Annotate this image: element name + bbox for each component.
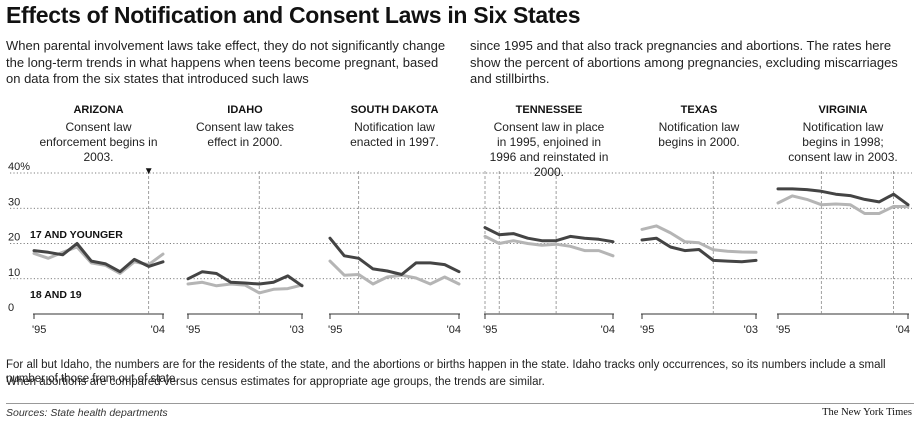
panel-title-tennessee: TENNESSEE [516, 104, 583, 116]
footnote-residency: For all but Idaho, the numbers are for t… [6, 359, 886, 385]
panel-note-tennessee: 2000. [534, 165, 564, 179]
panel-note-tennessee: Consent law in place [494, 120, 605, 134]
panel-note-tennessee: 1996 and reinstated in [490, 150, 609, 164]
x-tick-label-tennessee: '04 [601, 324, 615, 336]
y-tick-label: 40% [8, 161, 30, 173]
law-marker-arizona: ▼ [144, 166, 154, 177]
x-tick-label-texas: '95 [640, 324, 654, 336]
panel-note-virginia: begins in 1998; [802, 135, 883, 149]
series-line-texas-18-and-19 [640, 224, 758, 254]
intro-text-right: since 1995 and that also track pregnanci… [470, 38, 898, 86]
series-line-arizona-18-and-19 [32, 245, 165, 275]
x-tick-label-tennessee: '95 [483, 324, 497, 336]
y-tick-label: 20 [8, 232, 20, 244]
series-line-tennessee-17-and-younger [483, 226, 615, 244]
panel-note-virginia: Notification law [803, 120, 884, 134]
x-tick-label-arizona: '04 [151, 324, 165, 336]
series-line-virginia-18-and-19 [776, 194, 910, 215]
x-tick-label-idaho: '95 [186, 324, 200, 336]
panel-title-texas: TEXAS [681, 104, 718, 116]
series-line-tennessee-18-and-19 [483, 234, 615, 258]
panel-title-south-dakota: SOUTH DAKOTA [351, 104, 439, 116]
series-line-arizona-17-and-younger [32, 242, 165, 274]
panel-title-idaho: IDAHO [227, 104, 263, 116]
y-tick-label: 0 [8, 302, 14, 314]
credit-line: The New York Times [822, 407, 912, 418]
x-tick-label-virginia: '04 [896, 324, 910, 336]
panel-note-idaho: Consent law takes [196, 120, 294, 134]
series-line-texas-17-and-younger [640, 236, 758, 264]
series-line-south-dakota-17-and-younger [328, 236, 461, 276]
series-line-virginia-17-and-younger [776, 187, 910, 207]
intro-text-left: When parental involvement laws take effe… [6, 38, 446, 86]
panel-note-arizona: 2003. [83, 150, 113, 164]
footnote-census: When abortions are compared versus censu… [6, 376, 545, 388]
source-note: Sources: State health departments [6, 407, 168, 419]
panel-note-virginia: consent law in 2003. [788, 150, 897, 164]
series-label-18-and-19: 18 AND 19 [30, 289, 82, 301]
panel-note-idaho: effect in 2000. [207, 135, 282, 149]
small-multiples-chart: 0 10 20 30 40% ARIZONA Consent lawenforcement … [8, 104, 912, 336]
x-tick-label-arizona: '95 [32, 324, 46, 336]
panel-note-texas: begins in 2000. [658, 135, 739, 149]
page-title: Effects of Notification and Consent Laws… [6, 2, 581, 28]
series-line-idaho-18-and-19 [186, 280, 304, 295]
panel-note-tennessee: in 1995, enjoined in [497, 135, 601, 149]
x-tick-label-south-dakota: '95 [328, 324, 342, 336]
series-line-south-dakota-18-and-19 [328, 259, 461, 286]
x-tick-label-idaho: '03 [290, 324, 304, 336]
footer-divider [6, 403, 914, 404]
panel-title-arizona: ARIZONA [73, 104, 123, 116]
panel-note-south-dakota: enacted in 1997. [350, 135, 439, 149]
panel-note-arizona: enforcement begins in [39, 135, 157, 149]
x-tick-label-south-dakota: '04 [447, 324, 461, 336]
y-tick-label: 10 [8, 267, 20, 279]
x-tick-label-virginia: '95 [776, 324, 790, 336]
y-tick-label: 30 [8, 196, 20, 208]
panel-note-south-dakota: Notification law [354, 120, 435, 134]
series-line-idaho-17-and-younger [186, 270, 304, 288]
panel-note-arizona: Consent law [65, 120, 131, 134]
panel-note-texas: Notification law [659, 120, 740, 134]
x-tick-label-texas: '03 [744, 324, 758, 336]
panel-title-virginia: VIRGINIA [819, 104, 868, 116]
series-label-17-and-younger: 17 AND YOUNGER [30, 229, 123, 241]
